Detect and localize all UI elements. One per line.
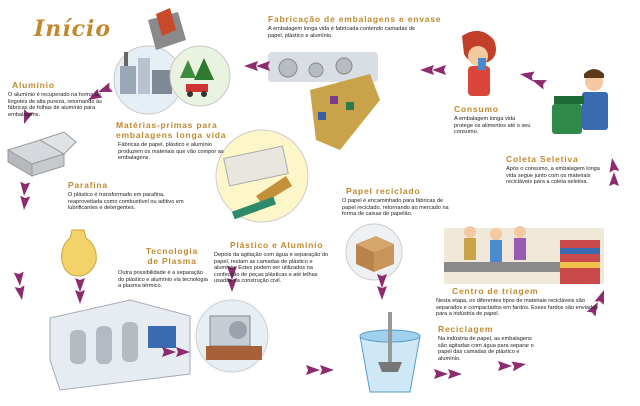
- arrow: [244, 61, 258, 71]
- arrow: [377, 274, 387, 288]
- plastico-telha-illustration: [215, 129, 309, 223]
- reciclagem-text: Na indústria de papel, as embalagens são…: [438, 336, 534, 362]
- triagem-illustration: [444, 226, 604, 284]
- parafina-illustration: [61, 229, 97, 277]
- fabricacao-illustration: [268, 52, 380, 150]
- aluminio-text: O alumínio é recuperado na forma de ling…: [8, 92, 102, 118]
- papel-text: O papel é encaminhado para fábricas de p…: [342, 198, 449, 217]
- fabricacao-text: A embalagem longa vida é fabricada conte…: [268, 26, 416, 39]
- arrow: [530, 75, 547, 90]
- consumo-illustration: [462, 30, 496, 96]
- consumo-text: A embalagem longa vida protege os alimen…: [454, 116, 531, 135]
- arrow: [14, 285, 27, 301]
- arrow: [75, 278, 85, 292]
- aluminio-illustration: [6, 131, 77, 177]
- arrow: [498, 361, 512, 371]
- arrow: [448, 369, 462, 379]
- parafina-text: O plástico é transformado em parafina, r…: [68, 192, 184, 211]
- papel-illustration: [345, 223, 403, 281]
- arrow: [13, 271, 25, 287]
- parafina-title: Parafina: [68, 180, 108, 190]
- coleta-title: Coleta Seletiva: [506, 154, 579, 164]
- aluminio-title: Alumínio: [12, 80, 55, 90]
- materias-text: Fábricas de papel, plástico e alumínio p…: [118, 142, 224, 161]
- arrow: [519, 69, 535, 82]
- plastico-text: Depois da agitação com água e separação …: [214, 252, 329, 284]
- start-label: Início: [34, 16, 112, 42]
- triagem-title: Centro de triagem: [452, 286, 539, 296]
- plasma-title: Tecnologia de Plasma: [145, 246, 199, 266]
- arrow: [432, 65, 446, 75]
- plasma-illustration: [49, 299, 191, 391]
- materias-title: Matérias-primas para embalagens longa vi…: [116, 120, 227, 140]
- arrow: [320, 365, 334, 375]
- coleta-text: Após o consumo, a embalagem longa vida s…: [506, 166, 600, 185]
- plasma-text: Outra possibilidade é a separação do plá…: [118, 270, 208, 289]
- arrow: [75, 290, 85, 304]
- fabricacao-title: Fabricação de embalagens e envase: [268, 14, 442, 24]
- papel-title: Papel reciclado: [346, 186, 421, 196]
- arrow: [306, 365, 320, 375]
- arrow: [377, 286, 387, 300]
- arrow: [434, 369, 448, 379]
- arrow: [19, 195, 31, 211]
- reciclagem-illustration: [359, 312, 421, 393]
- plastico-title: Plástico e Alumínio: [230, 240, 324, 250]
- arrow: [19, 181, 31, 197]
- coleta-illustration: [552, 69, 608, 134]
- materias-primas-illustration: [113, 8, 231, 115]
- reciclagem-title: Reciclagem: [438, 324, 494, 334]
- arrow: [609, 172, 619, 186]
- consumo-title: Consumo: [454, 104, 499, 114]
- arrow: [256, 61, 270, 71]
- plastico-machine-illustration: [195, 299, 269, 373]
- arrow: [420, 65, 434, 75]
- arrow: [607, 157, 620, 173]
- triagem-text: Nesta etapa, os diferentes tipos de mate…: [436, 298, 598, 317]
